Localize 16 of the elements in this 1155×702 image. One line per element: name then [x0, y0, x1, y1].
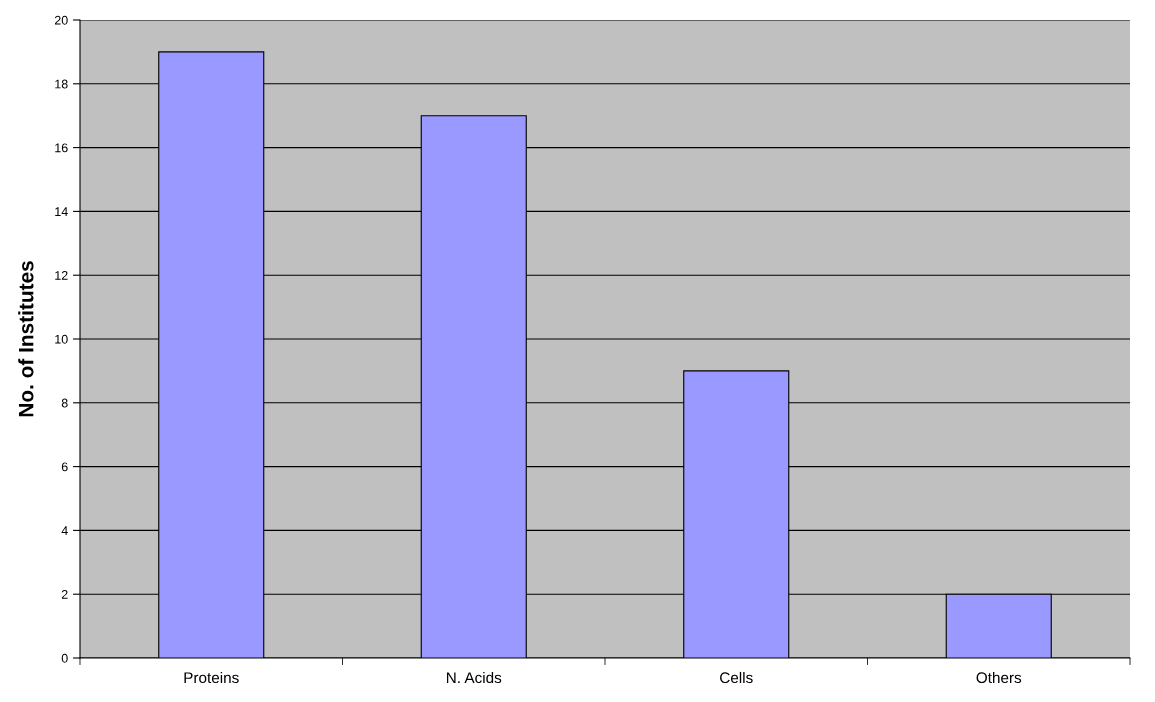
y-tick-label: 6: [61, 462, 68, 472]
y-tick-label: 8: [61, 398, 68, 408]
y-tick-label: 16: [55, 143, 68, 153]
y-tick-label: 2: [61, 590, 68, 599]
y-tick-label: 14: [55, 207, 68, 216]
y-axis-title: No. of Institutes: [18, 261, 34, 417]
x-tick-label: Others: [976, 671, 1022, 684]
y-tick-label: 0: [61, 653, 68, 663]
y-tick-label: 10: [55, 334, 68, 344]
y-tick-label: 12: [55, 271, 68, 280]
y-tick-label: 4: [61, 526, 68, 535]
x-tick-label: Cells: [720, 671, 753, 684]
x-tick-label: N. Acids: [446, 671, 502, 684]
y-tick-label: 18: [55, 79, 68, 89]
x-tick-label: Proteins: [184, 671, 239, 684]
y-tick-label: 20: [54, 15, 68, 25]
